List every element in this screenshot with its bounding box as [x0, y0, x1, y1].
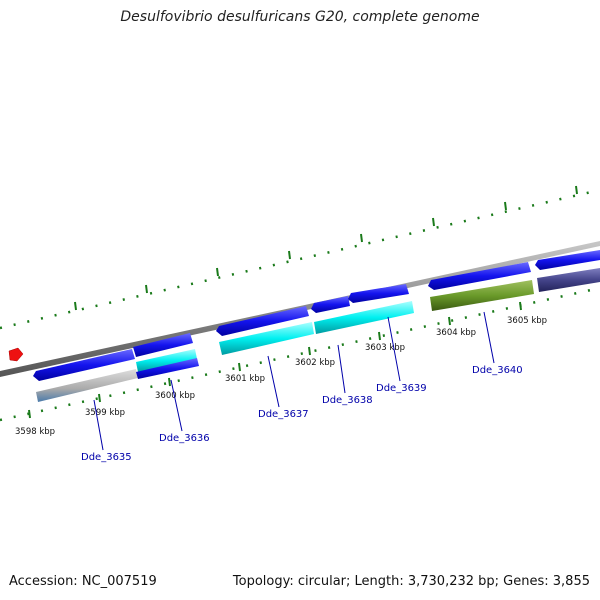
cog-genes: [36, 268, 600, 402]
map-title: Desulfovibrio desulfuricans G20, complet…: [120, 9, 480, 25]
gene-box: [430, 280, 534, 311]
gene-label[interactable]: Dde_3635: [81, 452, 132, 463]
outer-major-ticks: [74, 185, 578, 311]
gene-box: [136, 358, 199, 379]
gene-arrow: [33, 349, 135, 381]
scale-label: 3601 kbp: [225, 374, 265, 384]
scale-label: 3603 kbp: [365, 343, 405, 353]
gene-arrow: [216, 306, 309, 336]
forward-genes: [33, 250, 600, 381]
scale-label: 3604 kbp: [436, 328, 476, 338]
gene-box: [219, 322, 314, 355]
scale-label: 3605 kbp: [507, 316, 547, 326]
gene-label[interactable]: Dde_3640: [472, 365, 523, 376]
gene-arrow: [311, 296, 350, 313]
gene-arrow: [535, 250, 600, 270]
scale-labels: 3598 kbp 3599 kbp 3600 kbp 3601 kbp 3602…: [15, 316, 547, 437]
accession-label: Accession: NC_007519: [9, 574, 157, 589]
gene-arrow: [428, 262, 531, 290]
scale-label: 3602 kbp: [295, 358, 335, 368]
gene-box: [537, 268, 600, 292]
gene-arrow: [133, 333, 193, 357]
gene-label[interactable]: Dde_3636: [159, 433, 210, 444]
gene-arrow: [348, 284, 409, 303]
gene-label[interactable]: Dde_3637: [258, 409, 309, 420]
gene-box: [314, 301, 414, 334]
gene-labels: Dde_3635 Dde_3636 Dde_3637 Dde_3638 Dde_…: [81, 365, 523, 463]
gene-box: [36, 369, 138, 402]
gene-label[interactable]: Dde_3639: [376, 383, 427, 394]
scale-label: 3598 kbp: [15, 427, 55, 437]
position-marker: [8, 347, 24, 362]
genome-summary: Topology: circular; Length: 3,730,232 bp…: [232, 574, 590, 589]
scale-label: 3599 kbp: [85, 408, 125, 418]
gene-box: [136, 349, 197, 372]
gene-label-leaders: [93, 311, 495, 451]
inner-major-ticks: [28, 301, 522, 419]
gene-label[interactable]: Dde_3638: [322, 395, 373, 406]
scale-label: 3600 kbp: [155, 391, 195, 401]
